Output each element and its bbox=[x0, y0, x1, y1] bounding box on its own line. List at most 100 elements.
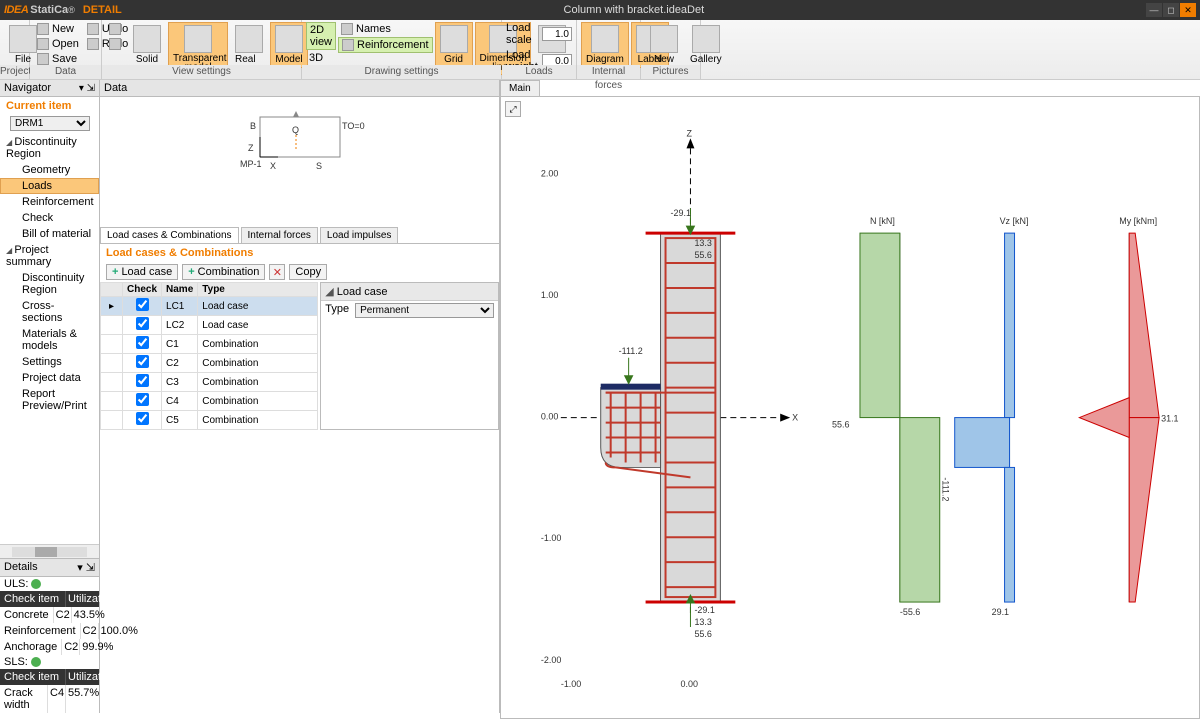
nav-geometry[interactable]: Geometry bbox=[0, 162, 99, 178]
view2d-button[interactable]: 2D view bbox=[306, 22, 336, 50]
svg-text:My [kNm]: My [kNm] bbox=[1119, 216, 1157, 226]
svg-text:-29.1: -29.1 bbox=[694, 605, 714, 615]
svg-text:-2.00: -2.00 bbox=[541, 655, 561, 665]
nav-mm[interactable]: Materials & models bbox=[0, 326, 99, 354]
solid-button[interactable]: Solid bbox=[128, 22, 166, 68]
svg-text:29.1: 29.1 bbox=[992, 607, 1009, 617]
toggle-unknown2[interactable] bbox=[106, 37, 124, 51]
svg-text:N [kN]: N [kN] bbox=[870, 216, 895, 226]
tab-lcc[interactable]: Load cases & Combinations bbox=[100, 227, 239, 243]
grid-button[interactable]: Grid bbox=[435, 22, 473, 68]
copy-button[interactable]: Copy bbox=[289, 264, 327, 280]
nav-cs[interactable]: Cross-sections bbox=[0, 298, 99, 326]
table-row[interactable]: LC2Load case bbox=[101, 316, 318, 335]
add-loadcase-button[interactable]: +Load case bbox=[106, 264, 178, 280]
diagram-button[interactable]: Diagram bbox=[581, 22, 629, 68]
table-row[interactable]: ▸LC1Load case bbox=[101, 297, 318, 316]
nav-dr2[interactable]: Discontinuity Region bbox=[0, 270, 99, 298]
col-checkitem: Check item bbox=[0, 591, 65, 607]
prop-type-select[interactable]: Permanent bbox=[355, 303, 494, 318]
data-tabs: Load cases & Combinations Internal force… bbox=[100, 227, 499, 244]
detail-row: Crack widthC455.7% bbox=[0, 685, 99, 713]
nav-bom[interactable]: Bill of material bbox=[0, 226, 99, 242]
uls-status-icon bbox=[31, 579, 41, 589]
sls-status-icon bbox=[31, 657, 41, 667]
main-canvas[interactable]: ⤢ 2.00 1.00 0.00 -1.00 -2.00 -1.00 0.00 … bbox=[500, 96, 1200, 719]
svg-text:S: S bbox=[316, 161, 322, 171]
table-row[interactable]: C3Combination bbox=[101, 373, 318, 392]
svg-text:55.6: 55.6 bbox=[694, 629, 711, 639]
nav-dr[interactable]: Discontinuity Region bbox=[0, 134, 99, 162]
table-row[interactable]: C1Combination bbox=[101, 335, 318, 354]
maximize-button[interactable]: ◻ bbox=[1163, 3, 1179, 17]
nav-set[interactable]: Settings bbox=[0, 354, 99, 370]
picture-new-button[interactable]: New bbox=[645, 22, 683, 68]
svg-text:13.3: 13.3 bbox=[694, 238, 711, 248]
redo-icon bbox=[87, 38, 99, 50]
gallery-icon bbox=[692, 25, 720, 53]
group-draw: Drawing settings bbox=[302, 65, 501, 79]
row-check[interactable] bbox=[136, 412, 149, 425]
group-data: Data bbox=[30, 65, 101, 79]
svg-text:-111.2: -111.2 bbox=[941, 477, 951, 501]
open-icon bbox=[37, 38, 49, 50]
nav-rpp[interactable]: Report Preview/Print bbox=[0, 386, 99, 414]
row-check[interactable] bbox=[136, 317, 149, 330]
add-combination-button[interactable]: +Combination bbox=[182, 264, 265, 280]
navigator-header: Navigator ▾ ⇲ bbox=[0, 80, 99, 97]
nav-loads[interactable]: Loads bbox=[0, 178, 99, 194]
names-icon bbox=[341, 23, 353, 35]
names-toggle[interactable]: Names bbox=[338, 22, 433, 36]
nav-reinf[interactable]: Reinforcement bbox=[0, 194, 99, 210]
save-button[interactable]: Save bbox=[34, 52, 82, 66]
row-check[interactable] bbox=[136, 374, 149, 387]
gallery-button[interactable]: Gallery bbox=[685, 22, 727, 68]
nav-pd[interactable]: Project data bbox=[0, 370, 99, 386]
sketch-view: B Q TO=0 MP-1 Z X S bbox=[100, 97, 499, 227]
row-check[interactable] bbox=[136, 336, 149, 349]
tab-li[interactable]: Load impulses bbox=[320, 227, 398, 243]
data-header: Data bbox=[100, 80, 499, 97]
table-row[interactable]: C4Combination bbox=[101, 392, 318, 411]
delete-button[interactable]: ✕ bbox=[269, 264, 285, 280]
reg-mark: ® bbox=[68, 5, 75, 15]
row-check[interactable] bbox=[136, 355, 149, 368]
app-mode: DETAIL bbox=[83, 4, 122, 16]
reinforcement-toggle[interactable]: Reinforcement bbox=[338, 37, 433, 53]
pin-icon[interactable]: ▾ ⇲ bbox=[79, 83, 95, 94]
property-panel: ◢ Load case Type Permanent bbox=[320, 282, 499, 430]
table-row[interactable]: C5Combination bbox=[101, 411, 318, 430]
tab-if[interactable]: Internal forces bbox=[241, 227, 318, 243]
details-pin[interactable]: ▾ ⇲ bbox=[77, 561, 95, 574]
expand-icon[interactable]: ⤢ bbox=[505, 101, 521, 117]
row-check[interactable] bbox=[136, 298, 149, 311]
sls-label: SLS: bbox=[4, 656, 28, 668]
undo-icon bbox=[87, 23, 99, 35]
nav-ps[interactable]: Project summary bbox=[0, 242, 99, 270]
loadcase-grid[interactable]: Check Name Type ▸LC1Load caseLC2Load cas… bbox=[100, 282, 318, 430]
current-item-select[interactable]: DRM1 bbox=[10, 116, 90, 131]
model-icon bbox=[275, 25, 303, 53]
new-icon bbox=[37, 23, 49, 35]
svg-text:Z: Z bbox=[686, 128, 692, 138]
details-body: ULS: Check itemUtilization ConcreteC243.… bbox=[0, 577, 99, 713]
close-button[interactable]: ✕ bbox=[1180, 3, 1196, 17]
svg-text:Q: Q bbox=[292, 125, 299, 135]
minimize-button[interactable]: — bbox=[1146, 3, 1162, 17]
nav-check[interactable]: Check bbox=[0, 210, 99, 226]
row-check[interactable] bbox=[136, 393, 149, 406]
main-tab[interactable]: Main bbox=[500, 80, 540, 96]
svg-text:1.00: 1.00 bbox=[541, 290, 558, 300]
new-button[interactable]: New bbox=[34, 22, 82, 36]
load-scale-input[interactable] bbox=[542, 27, 572, 41]
prop-type-label: Type bbox=[325, 303, 349, 318]
nav-hscroll[interactable] bbox=[0, 544, 99, 558]
uls-label: ULS: bbox=[4, 578, 28, 590]
table-row[interactable]: C2Combination bbox=[101, 354, 318, 373]
toggle-unknown1[interactable] bbox=[106, 22, 124, 36]
ribbon: File Project New Open Save Undo Redo Dat… bbox=[0, 20, 1200, 80]
details-header: Details▾ ⇲ bbox=[0, 558, 99, 577]
svg-text:X: X bbox=[270, 161, 276, 171]
open-button[interactable]: Open bbox=[34, 37, 82, 51]
title-bar: IDEA StatiCa ® DETAIL Column with bracke… bbox=[0, 0, 1200, 20]
